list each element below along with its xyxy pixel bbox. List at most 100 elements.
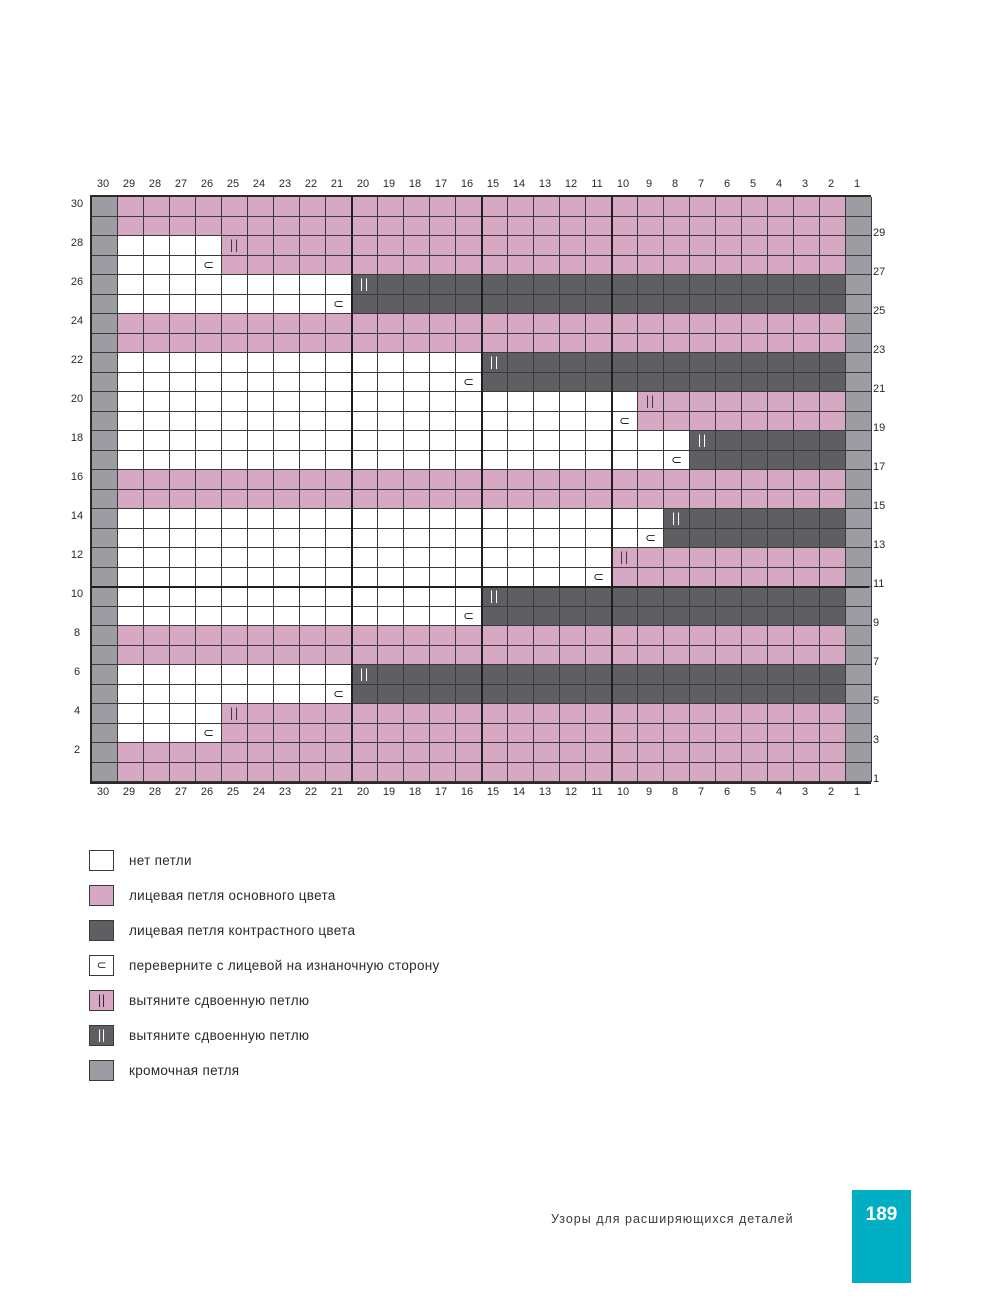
chart-cell xyxy=(430,684,456,704)
column-label: 17 xyxy=(434,178,448,190)
chart-cell xyxy=(274,431,300,451)
chart-cell xyxy=(820,450,846,470)
chart-cell xyxy=(222,372,248,392)
chart-cell xyxy=(508,645,534,665)
chart-cell xyxy=(638,743,664,763)
chart-cell xyxy=(820,567,846,587)
chart-cell xyxy=(144,762,170,782)
chart-cell xyxy=(222,723,248,743)
chart-cell xyxy=(508,411,534,431)
column-label: 9 xyxy=(645,786,653,798)
chart-cell xyxy=(716,548,742,568)
chart-cell xyxy=(222,587,248,607)
chart-cell xyxy=(638,704,664,724)
chart-cell xyxy=(742,665,768,685)
chart-cell xyxy=(378,294,404,314)
chart-cell xyxy=(196,626,222,646)
chart-cell xyxy=(118,255,144,275)
chart-cell xyxy=(716,275,742,295)
chart-cell xyxy=(846,606,872,626)
chart-cell xyxy=(326,333,352,353)
chart-cell xyxy=(404,665,430,685)
chart-cell xyxy=(534,333,560,353)
chart-cell xyxy=(742,353,768,373)
chart-cell xyxy=(144,392,170,412)
chart-cell xyxy=(586,275,612,295)
legend-label: переверните с лицевой на изнаночную стор… xyxy=(129,958,440,973)
chart-cell xyxy=(820,645,846,665)
chart-cell xyxy=(248,743,274,763)
chart-cell xyxy=(326,489,352,509)
chart-cell xyxy=(690,626,716,646)
column-label: 21 xyxy=(330,786,344,798)
chart-cell xyxy=(586,470,612,490)
chart-cell xyxy=(482,216,508,236)
chart-cell xyxy=(690,548,716,568)
chart-cell xyxy=(404,294,430,314)
chart-cell xyxy=(274,626,300,646)
chart-cell xyxy=(144,197,170,217)
chart-cell xyxy=(560,587,586,607)
chart-cell xyxy=(456,353,482,373)
chart-cell xyxy=(586,294,612,314)
chart-cell xyxy=(430,450,456,470)
column-label: 10 xyxy=(616,786,630,798)
chart-cell xyxy=(378,626,404,646)
chart-cell xyxy=(742,197,768,217)
row-label-right: 7 xyxy=(873,655,880,668)
chart-cell xyxy=(248,567,274,587)
chart-cell xyxy=(638,353,664,373)
chart-cell xyxy=(118,450,144,470)
chart-cell xyxy=(664,353,690,373)
chart-cell xyxy=(92,255,118,275)
chart-cell xyxy=(508,314,534,334)
chart-cell xyxy=(846,450,872,470)
column-label: 28 xyxy=(148,178,162,190)
chart-cell xyxy=(170,704,196,724)
chart-cell xyxy=(118,587,144,607)
chart-cell xyxy=(794,431,820,451)
chart-cell xyxy=(768,489,794,509)
chart-cell xyxy=(144,528,170,548)
chart-cell xyxy=(716,489,742,509)
chart-cell xyxy=(716,314,742,334)
chart-cell xyxy=(508,470,534,490)
chart-cell xyxy=(638,762,664,782)
chart-cell xyxy=(846,353,872,373)
chart-cell xyxy=(612,197,638,217)
chart-cell xyxy=(612,314,638,334)
chart-cell xyxy=(430,314,456,334)
chart-cell xyxy=(820,509,846,529)
chart-cell xyxy=(846,275,872,295)
chart-cell xyxy=(378,333,404,353)
chart-cell xyxy=(222,606,248,626)
chart-cell xyxy=(326,314,352,334)
chart-cell xyxy=(482,645,508,665)
slip-symbol: || xyxy=(222,704,248,724)
chart-cell xyxy=(638,723,664,743)
chart-cell xyxy=(716,723,742,743)
chart-cell xyxy=(274,450,300,470)
chart-cell xyxy=(430,723,456,743)
chart-cell xyxy=(586,431,612,451)
chart-cell xyxy=(664,275,690,295)
chart-cell xyxy=(664,684,690,704)
chart-cell xyxy=(144,255,170,275)
legend-label: лицевая петля основного цвета xyxy=(129,888,336,903)
column-label: 7 xyxy=(697,178,705,190)
column-label: 4 xyxy=(775,178,783,190)
chart-cell xyxy=(612,665,638,685)
chart-cell xyxy=(378,372,404,392)
chart-cell xyxy=(820,665,846,685)
column-label: 3 xyxy=(801,178,809,190)
chart-cell xyxy=(300,333,326,353)
chart-cell xyxy=(92,353,118,373)
chart-cell xyxy=(482,509,508,529)
chart-cell xyxy=(92,314,118,334)
chart-cell xyxy=(144,333,170,353)
chart-cell xyxy=(248,528,274,548)
chart-cell xyxy=(326,665,352,685)
chart-cell xyxy=(716,665,742,685)
chart-cell xyxy=(560,255,586,275)
chart-cell xyxy=(586,353,612,373)
